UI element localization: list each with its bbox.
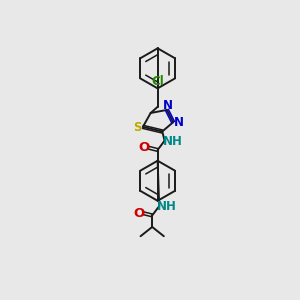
Text: NH: NH xyxy=(162,135,182,148)
Text: S: S xyxy=(133,121,142,134)
Text: O: O xyxy=(139,141,150,154)
Text: O: O xyxy=(134,207,145,220)
Text: Cl: Cl xyxy=(151,75,164,88)
Text: N: N xyxy=(163,99,173,112)
Text: NH: NH xyxy=(157,200,177,213)
Text: N: N xyxy=(174,116,184,129)
